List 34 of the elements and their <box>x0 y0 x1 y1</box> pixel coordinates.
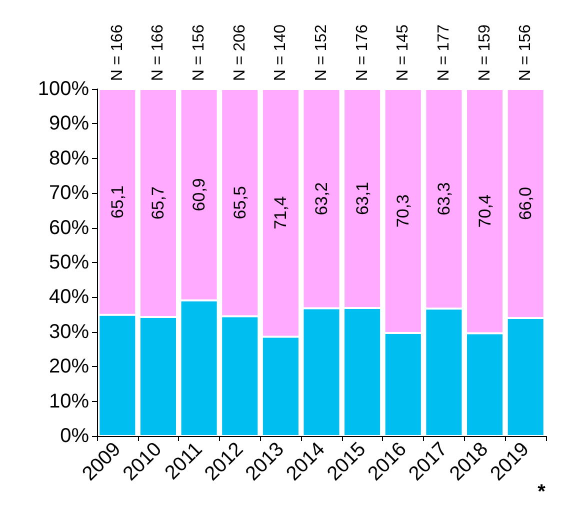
annotation: N = 159 <box>476 24 494 81</box>
annotation: N = 152 <box>313 24 330 81</box>
annotation: N = 166 <box>150 24 167 81</box>
annotation: N = 156 <box>190 24 208 81</box>
y-tick-label: 10% <box>48 390 90 412</box>
data-label: 65,1 <box>108 185 127 218</box>
y-tick-label: 70% <box>48 182 90 204</box>
data-label: 60,9 <box>190 178 209 212</box>
y-tick-label: 90% <box>48 112 90 135</box>
data-label: 65,7 <box>148 186 168 220</box>
y-tick-label: 30% <box>48 320 90 343</box>
annotation: N = 140 <box>272 24 290 81</box>
data-label: 63,3 <box>434 182 454 216</box>
annotation: N = 156 <box>517 24 534 81</box>
data-label: 71,4 <box>271 196 290 230</box>
annotation: N = 177 <box>435 24 452 81</box>
y-tick-label: 20% <box>48 356 90 378</box>
data-label: 63,1 <box>352 182 372 216</box>
data-label: 65,5 <box>230 186 250 220</box>
text: * <box>538 481 546 503</box>
annotation: N = 176 <box>354 24 371 81</box>
y-tick-label: 60% <box>48 216 90 239</box>
y-tick-label: 0% <box>60 425 90 447</box>
data-label: 70,4 <box>475 194 494 228</box>
data-label: 70,3 <box>394 194 413 228</box>
annotation: N = 145 <box>394 24 412 81</box>
y-tick-label: 40% <box>48 286 90 308</box>
annotation: N = 166 <box>108 24 126 81</box>
data-label: 66,0 <box>516 186 536 220</box>
y-tick-label: 50% <box>48 252 90 274</box>
annotation: N = 206 <box>231 24 248 81</box>
y-tick-label: 80% <box>48 147 90 170</box>
data-label: 63,2 <box>312 182 331 216</box>
y-tick-label: 100% <box>38 78 90 100</box>
